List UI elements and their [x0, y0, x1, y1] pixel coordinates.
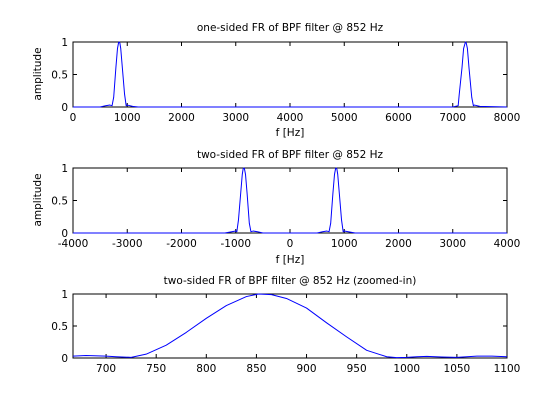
subplot-2-ytick-label: 1	[61, 163, 68, 175]
subplot-2-xtick-label: 2000	[385, 238, 412, 250]
subplot-3-xtick-label: 1100	[494, 363, 521, 375]
subplot-3-xtick-label: 1000	[393, 363, 420, 375]
subplot-2-xtick-label: 1000	[331, 238, 358, 250]
subplot-2-xtick-label: 3000	[439, 238, 466, 250]
subplot-3-xtick-label: 1050	[444, 363, 471, 375]
subplot-1-title: one-sided FR of BPF filter @ 852 Hz	[197, 22, 384, 34]
subplot-1-xtick-label: 0	[70, 112, 77, 124]
subplot-1-ytick-label: 1	[61, 37, 68, 49]
subplot-1-ytick-label: 0.5	[51, 70, 68, 82]
subplot-3-ytick-label: 1	[61, 289, 68, 301]
subplot-3-series-line	[72, 293, 508, 359]
subplot-2-title: two-sided FR of BPF filter @ 852 Hz	[197, 149, 384, 161]
subplot-2-series-line	[73, 167, 507, 234]
subplot-2-xtick-label: -3000	[112, 238, 143, 250]
subplot-1-xtick-label: 5000	[331, 112, 358, 124]
subplot-3-xtick-label: 950	[347, 363, 367, 375]
subplot-1-xtick-label: 8000	[494, 112, 521, 124]
subplot-2-ytick-label: 0	[61, 228, 68, 240]
subplot-3-frame	[72, 293, 508, 359]
subplot-1-plot-area: 0 1000 2000 3000 4000 5000 6000 7000 8000 0 0.5 1	[51, 37, 520, 124]
subplot-2-xtick-label: 0	[287, 238, 294, 250]
subplot-2-xtick-label: -1000	[220, 238, 251, 250]
subplot-3-xtick-label: 700	[96, 363, 116, 375]
subplot-1-xtick-label: 1000	[114, 112, 141, 124]
subplot-3-title: two-sided FR of BPF filter @ 852 Hz (zoo…	[164, 275, 417, 287]
subplot-1-xtick-label: 6000	[385, 112, 412, 124]
subplot-2-xlabel: f [Hz]	[276, 254, 305, 266]
subplot-3: two-sided FR of BPF filter @ 852 Hz (zoo…	[51, 275, 520, 375]
subplot-2-xtick-label: -2000	[166, 238, 197, 250]
subplot-1-ytick-label: 0	[61, 102, 68, 114]
subplot-3-plot-area: 700 750 800 850 900 950 1000 1050 1100 0 0.5 1	[51, 289, 520, 375]
subplot-2-plot-area: -4000 -3000 -2000 -1000 0 1000 2000 3000 4000 0 0.…	[51, 163, 520, 250]
subplot-2-xtick-label: -4000	[58, 238, 89, 250]
subplot-3-ytick-label: 0.5	[51, 321, 68, 333]
subplot-1-xlabel: f [Hz]	[276, 127, 305, 139]
subplot-1-ylabel: amplitude	[32, 47, 44, 100]
subplot-2-xtick-label: 4000	[494, 238, 521, 250]
subplot-1: one-sided FR of BPF filter @ 852 Hz ampl…	[32, 22, 520, 139]
subplot-3-xtick-label: 750	[146, 363, 166, 375]
subplot-1-frame	[72, 41, 508, 108]
subplot-3-ytick-label: 0	[61, 353, 68, 365]
subplot-1-series-line	[73, 41, 508, 108]
subplot-1-xtick-label: 7000	[439, 112, 466, 124]
subplot-1-xtick-label: 2000	[168, 112, 195, 124]
subplot-3-xtick-label: 850	[246, 363, 266, 375]
subplot-3-xtick-label: 900	[297, 363, 317, 375]
subplot-1-xtick-label: 3000	[222, 112, 249, 124]
subplot-2-ytick-label: 0.5	[51, 196, 68, 208]
subplot-3-xtick-label: 800	[196, 363, 216, 375]
subplot-2-ylabel: amplitude	[32, 173, 44, 226]
subplot-2: two-sided FR of BPF filter @ 852 Hz ampl…	[32, 149, 520, 266]
subplot-2-frame	[72, 167, 508, 234]
subplot-1-xtick-label: 4000	[277, 112, 304, 124]
